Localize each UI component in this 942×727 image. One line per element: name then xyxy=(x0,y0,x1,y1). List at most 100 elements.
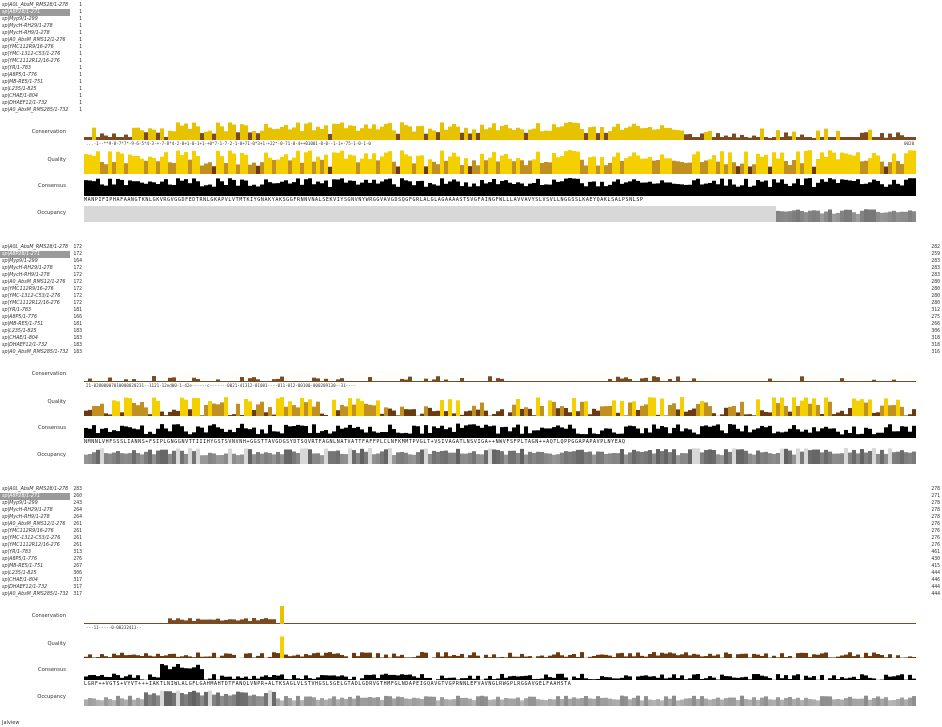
sequence-name[interactable]: sp|A0L_AbsM_RMS28/1-278 xyxy=(2,245,69,250)
sequence-row[interactable]: LHEWCRPCSHHNQADFKTEHRESCMNDECTQMHRAYEHNE… xyxy=(84,2,916,9)
sequence-name[interactable]: sp|DHAEF12/1-732 xyxy=(2,343,48,348)
sequence-name[interactable]: sp|A8P28/1-271 xyxy=(0,251,70,258)
sequence-row[interactable]: SNNHVKVEYGTQCIFLVNENPEYNNCYDPHQSWHRPTGNY… xyxy=(84,9,916,16)
sequence-name[interactable]: sp|MB-RE5/1-751 xyxy=(2,80,44,85)
sequence-name[interactable]: sp|CHAE/1-804 xyxy=(2,336,38,341)
sequence-row[interactable]: ASSMHSQKSGTNYSPERMMLDDPEEITNTFTHCAP xyxy=(84,486,916,493)
sequence-row[interactable]: NFLEKARWKVIHQNTECVIEVDHWQIDSFAPQENNTKALN… xyxy=(84,58,916,65)
sequence-name[interactable]: sp|DHAEF12/1-732 xyxy=(2,585,48,590)
sequence-row[interactable]: NGDMDNAYLPACDATNIKVMSGAWMYCRHRKFCNQ xyxy=(84,500,916,507)
sequence-name[interactable]: sp|MB-RE5/1-751 xyxy=(2,322,44,327)
sequence-name[interactable]: sp|MycH-RH29/1-278 xyxy=(2,266,53,271)
sequence-name[interactable]: sp|MycH-RH9/1-278 xyxy=(2,515,50,520)
sequence-name[interactable]: sp|MycH-RH29/1-278 xyxy=(2,508,53,513)
sequence-row[interactable]: DMMIPAVLQSNFNIRHEHWSNMTSPFPIQATLKTIKEDLN… xyxy=(84,93,916,100)
sequence-row[interactable]: SHSPSERETGKDKKEKREQMCQSIFGMCGRMCCNS xyxy=(84,528,916,535)
sequence-name[interactable]: sp|L235/1-825 xyxy=(2,87,37,92)
sequence-name[interactable]: sp|YR/1-783 xyxy=(2,550,31,555)
sequence-name[interactable]: sp|YMC-1312-C53/1-276 xyxy=(2,52,61,57)
sequence-row[interactable]: KMVAEYKEGHWKVLNKNPQRMGEMSFGLVCLLLAEDGDVQ… xyxy=(84,342,916,349)
sequence-name[interactable]: sp|A8P5/1-776 xyxy=(2,73,37,78)
sequence-name[interactable]: sp|MycH-RH9/1-278 xyxy=(2,31,50,36)
sequence-name[interactable]: sp|MB-RE5/1-751 xyxy=(2,564,44,569)
sequence-name[interactable]: sp|A8P5/1-776 xyxy=(2,315,37,320)
sequence-row[interactable]: RPRVEEPDANKKSYPLWDAEDSFNVCMAWKIAHNWNMKFV… xyxy=(84,563,916,570)
sequence-row[interactable]: ELCSMNIDPVGVPYPIIISATQTFLQKRDSQGIEHEWLAV… xyxy=(84,300,916,307)
track-label-conservation: Conservation xyxy=(31,371,66,377)
sequence-name[interactable]: sp|A0L_AbsM_RMS28/1-278 xyxy=(2,487,69,492)
sequence-start-position: 276 xyxy=(73,557,82,562)
sequence-row[interactable]: NNKPENWYQWAILMGPNDHAVSYSVPPEAYHMAHT xyxy=(84,535,916,542)
sequence-row[interactable]: CYYLITDPRRMIPHAVPQLRRRCVIEFSFCPRLLTEEFRC… xyxy=(84,72,916,79)
sequence-row[interactable]: LSGVPPNHPGTHQPQMFELMWRHEFFHPYLQTDQWLWMRR… xyxy=(84,335,916,342)
sequence-name[interactable]: sp|DHAEF12/1-732 xyxy=(2,101,48,106)
sequence-name[interactable]: sp|A0_AbsM_RMS285/1-732 xyxy=(2,592,69,597)
sequence-row[interactable]: LVTRFYMPVKSWNNNIGMPRIATRPSCKPYKLDPLCNGPP… xyxy=(84,65,916,72)
sequence-name[interactable]: sp|MycH-RH9/1-278 xyxy=(2,273,50,278)
sequence-start-position: 1 xyxy=(79,66,82,71)
sequence-row[interactable]: WDWQLNLYPMSKNGEGKMENCLWFACTFYVGVGIYTEWLV… xyxy=(84,265,916,272)
sequence-name[interactable]: sp|YMC112R9/16-276 xyxy=(2,529,54,534)
sequence-row[interactable]: YCDNISMIYNTVIHCFVFYAFNNAMYKYMLRPCTS xyxy=(84,521,916,528)
sequence-row[interactable]: MGTNGIQMNDIYEHLFGVGGGENYPLPYEWQNSETKSEMI… xyxy=(84,30,916,37)
sequence-row[interactable]: ESKNYIINDWFPGFYACGGMKLIPVPGWTFYECCR xyxy=(84,514,916,521)
sequence-row[interactable]: LDHSWIYYYYIYTGVFNSEDNWPLFDTRHMNASRNKMHVE… xyxy=(84,307,916,314)
sequence-name[interactable]: sp|Myp9/1-299 xyxy=(2,17,38,22)
sequence-name[interactable]: sp|Myp9/1-299 xyxy=(2,501,38,506)
sequence-name[interactable]: sp|CHAE/1-804 xyxy=(2,578,38,583)
sequence-name[interactable]: sp|A0_AbsM_RMS12/1-276 xyxy=(2,38,66,43)
sequence-name[interactable]: sp|YR/1-783 xyxy=(2,308,31,313)
sequence-row[interactable]: SAKMRETFPWKTCWRIMLEYYETMVQYPNLPSCSQ xyxy=(84,493,916,500)
sequence-name[interactable]: sp|YMC1112R12/16-276 xyxy=(2,59,60,64)
sequence-name[interactable]: sp|L235/1-825 xyxy=(2,329,37,334)
sequence-row[interactable]: TWRAFGYQHVSMHTAMKMATDKNHPTELVSRIKIDATSEK… xyxy=(84,100,916,107)
sequence-name[interactable]: sp|A0_AbsM_RMS285/1-732 xyxy=(2,108,69,113)
sequence-name[interactable]: sp|A8P28/1-271 xyxy=(0,493,70,500)
sequence-row[interactable]: HYASPILTFWVFGGRWPDIWYDEKQVGTQMPKNYVFSCLS… xyxy=(84,51,916,58)
sequence-name[interactable]: sp|A8P28/1-271 xyxy=(0,9,70,16)
sequence-name[interactable]: sp|A0_AbsM_RMS285/1-732 xyxy=(2,350,69,355)
sequence-row[interactable]: QDPRRSALKRCRFCFRAPDVHFGFWKNWQFMHHKIKALFV… xyxy=(84,286,916,293)
sequence-row[interactable]: HTCPPYCSLNPQNPHTKAAMRTEDMWRFSECYACT xyxy=(84,542,916,549)
sequence-name[interactable]: sp|A0_AbsM_RMS12/1-276 xyxy=(2,280,66,285)
sequence-row[interactable]: VPPSMKSHHIFTMCIYGVALLMRFEMVYWNFAIRACKCSS… xyxy=(84,591,916,598)
sequence-row[interactable]: MVWRGRNSWTFARVCRQTTMYFYPFFFNREFTACTWRRHD… xyxy=(84,570,916,577)
sequence-name[interactable]: sp|A8P5/1-776 xyxy=(2,557,37,562)
sequence-row[interactable]: SMFYCCWPTAVAMPNLRPHLEESLPYLWQKPVISMAKDME… xyxy=(84,37,916,44)
sequence-row[interactable]: LDIQASTGYQIVTWKCWDVSAPCGPPHGEVEKHGQTHEEM… xyxy=(84,86,916,93)
sequence-name[interactable]: sp|Myp9/1-299 xyxy=(2,259,38,264)
consensus-sequence: LGRF++VGTS+VYVT+++IAKTLNIWLALGFLGAHMAHTD… xyxy=(84,681,572,687)
sequence-name[interactable]: sp|YMC-1312-C53/1-276 xyxy=(2,294,61,299)
sequence-row[interactable]: LTTSLSVHKPEGYSQVYLRKGAKEKHECESMDKWQGKKPS… xyxy=(84,321,916,328)
sequence-row[interactable]: DDFPFIYKTHKEYKCTTKEHVRNFEQCMGNAKFHMEHIRV… xyxy=(84,244,916,251)
sequence-row[interactable]: DRWKRIPAYMIAMCHWSYVPAKGGEMGNCYRLFFGPPPQP… xyxy=(84,349,916,356)
sequence-row[interactable]: KLIRGITPTQYPADMWTGSSNYLFPHQAKKKTHCVNCWGV… xyxy=(84,279,916,286)
sequence-row[interactable]: IMSNMYESHGPHFDVSFHNANIFGEHETCYEQCHR xyxy=(84,507,916,514)
sequence-row[interactable]: TREAKMRAGPENCLDTRWSSLSHSPAWQHWWKGRWGCVPV… xyxy=(84,79,916,86)
sequence-name[interactable]: sp|YMC1112R12/16-276 xyxy=(2,543,60,548)
sequence-name[interactable]: sp|YMC112R9/16-276 xyxy=(2,45,54,50)
sequence-name[interactable]: sp|A0_AbsM_RMS12/1-276 xyxy=(2,522,66,527)
sequence-name[interactable]: sp|YMC-1312-C53/1-276 xyxy=(2,536,61,541)
sequence-row[interactable]: GAIELRKIIETVTYIYSDGAIEIMPARAPIQHDNDTDFMN… xyxy=(84,23,916,30)
sequence-row[interactable]: WSVSDEEHATETKAWNEAKWCKAFENLTVANSISTHYYDV… xyxy=(84,293,916,300)
sequence-row[interactable]: LIVQQTQCKTYFEVINNCQGTQQKRDDLWARSYDIFVDEN… xyxy=(84,107,916,114)
sequence-row[interactable]: DAVEAECYAERGLTRQEVMISQWVEFFKCMWPAENLNRNN… xyxy=(84,328,916,335)
sequence-row[interactable]: HDRQGYYRQVPYWESVNLATHEYVMHQLKAGATDYTYFAH… xyxy=(84,577,916,584)
sequence-name[interactable]: sp|MycH-RH29/1-278 xyxy=(2,24,53,29)
sequence-name[interactable]: sp|A0L_AbsM_RMS28/1-278 xyxy=(2,3,69,8)
sequence-name[interactable]: sp|L235/1-825 xyxy=(2,571,37,576)
sequence-name[interactable]: sp|YR/1-783 xyxy=(2,66,31,71)
sequence-name[interactable]: sp|CHAE/1-804 xyxy=(2,94,38,99)
sequence-name[interactable]: sp|YMC112R9/16-276 xyxy=(2,287,54,292)
sequence-name[interactable]: sp|YMC1112R12/16-276 xyxy=(2,301,60,306)
sequence-row[interactable]: DCFQAAIGNHFFWPSKARAMWILFFVHMKVKATYVHCNKK… xyxy=(84,549,916,556)
sequence-row[interactable]: DISCTIDMMNFFAGVCKEMPKIHNTKSFQSRAPKYYEEWN… xyxy=(84,584,916,591)
sequence-row[interactable]: CSPITRERAYIDWYPQEIHRCDYWQKIVEYPDYIFPCCMY… xyxy=(84,44,916,51)
sequence-row[interactable]: ESERVYQSFPVMSEVDPWLQTRQFHERDFQHHHRKQDKIV… xyxy=(84,272,916,279)
sequence-row[interactable]: PLQQCEHDALQIIHLLFETMIFDFRWWHSDEIGALWFINV… xyxy=(84,258,916,265)
sequence-row[interactable]: ITLQPSDGKIMGEISPATMKPYHFLTYKMHCWGQAAGVPV… xyxy=(84,251,916,258)
sequence-row[interactable]: ATYSQCDGEFHSKQGRHHFTMEEANMVCDVQCMYKFLFNS… xyxy=(84,16,916,23)
sequence-row[interactable]: WHQKPSKHEWTERVMFCKMIANVVNYKGQQWANGVLGLHP… xyxy=(84,556,916,563)
sequence-row[interactable]: SNTIWIRTPFAMCADASSKGFGEIYCEYYNMHFVFWKGYV… xyxy=(84,314,916,321)
